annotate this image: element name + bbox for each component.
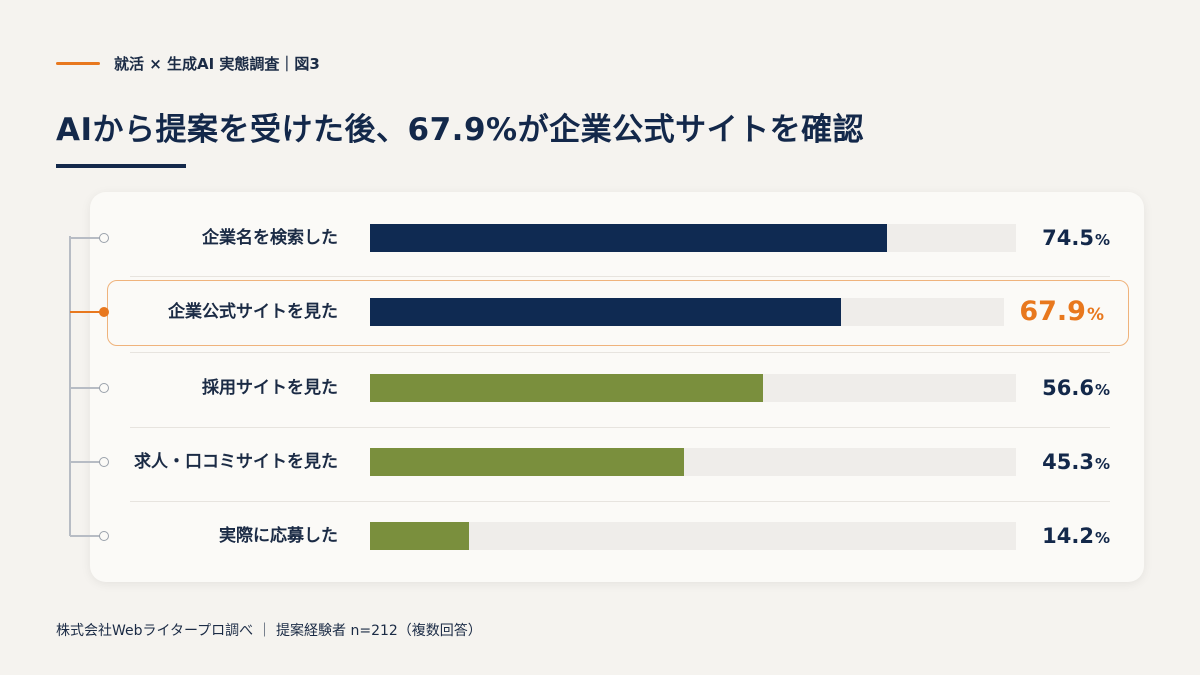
bar: [370, 522, 469, 550]
category-label: 求人・口コミサイトを見た: [134, 452, 338, 472]
bar-row: 採用サイトを見た 56.6%: [0, 368, 1200, 408]
value-number: 56.6: [1042, 376, 1094, 400]
bar: [370, 298, 842, 326]
value-unit: %: [1094, 231, 1110, 249]
category-label: 企業公式サイトを見た: [168, 302, 338, 322]
bar: [370, 374, 763, 402]
row-divider: [130, 352, 1110, 353]
row-connector: [70, 387, 100, 389]
row-divider: [130, 276, 1110, 277]
bar-row: 求人・口コミサイトを見た 45.3%: [0, 442, 1200, 482]
row-divider: [130, 501, 1110, 502]
row-marker-dot: [99, 531, 109, 541]
row-divider: [130, 427, 1110, 428]
row-connector: [70, 535, 100, 537]
row-connector: [70, 311, 100, 313]
value-unit: %: [1094, 381, 1110, 399]
bar-track: [370, 298, 1004, 326]
tree-connector-line: [69, 236, 71, 536]
row-connector: [70, 237, 100, 239]
value-unit: %: [1094, 529, 1110, 547]
row-marker-dot: [99, 307, 109, 317]
value-number: 74.5: [1042, 226, 1094, 250]
bar: [370, 224, 888, 252]
eyebrow: 就活 × 生成AI 実態調査｜図3: [56, 50, 320, 76]
value-label: 74.5%: [1042, 218, 1110, 258]
bar-track: [370, 522, 1016, 550]
value-label: 67.9%: [1019, 292, 1104, 332]
eyebrow-accent-line: [56, 61, 100, 65]
category-label: 企業名を検索した: [202, 228, 338, 248]
bar-row: 実際に応募した 14.2%: [0, 516, 1200, 556]
value-number: 14.2: [1042, 524, 1094, 548]
value-unit: %: [1086, 305, 1104, 325]
value-number: 67.9: [1019, 296, 1086, 327]
chart-title: AIから提案を受けた後、67.9%が企業公式サイトを確認: [56, 112, 865, 148]
row-marker-dot: [99, 383, 109, 393]
value-number: 45.3: [1042, 450, 1094, 474]
bar-row: 企業名を検索した 74.5%: [0, 218, 1200, 258]
value-unit: %: [1094, 455, 1110, 473]
row-connector: [70, 461, 100, 463]
value-label: 56.6%: [1042, 368, 1110, 408]
row-marker-dot: [99, 233, 109, 243]
value-label: 45.3%: [1042, 442, 1110, 482]
category-label: 実際に応募した: [219, 526, 338, 546]
title-underline: [56, 164, 186, 168]
row-marker-dot: [99, 457, 109, 467]
category-label: 採用サイトを見た: [202, 378, 338, 398]
bar-track: [370, 374, 1016, 402]
bar: [370, 448, 685, 476]
bar-track: [370, 448, 1016, 476]
source-note: 株式会社Webライタープロ調べ ｜ 提案経験者 n=212（複数回答）: [56, 623, 482, 639]
bar-track: [370, 224, 1016, 252]
eyebrow-text: 就活 × 生成AI 実態調査｜図3: [114, 54, 320, 73]
value-label: 14.2%: [1042, 516, 1110, 556]
bar-row: 企業公式サイトを見た 67.9%: [0, 292, 1200, 332]
